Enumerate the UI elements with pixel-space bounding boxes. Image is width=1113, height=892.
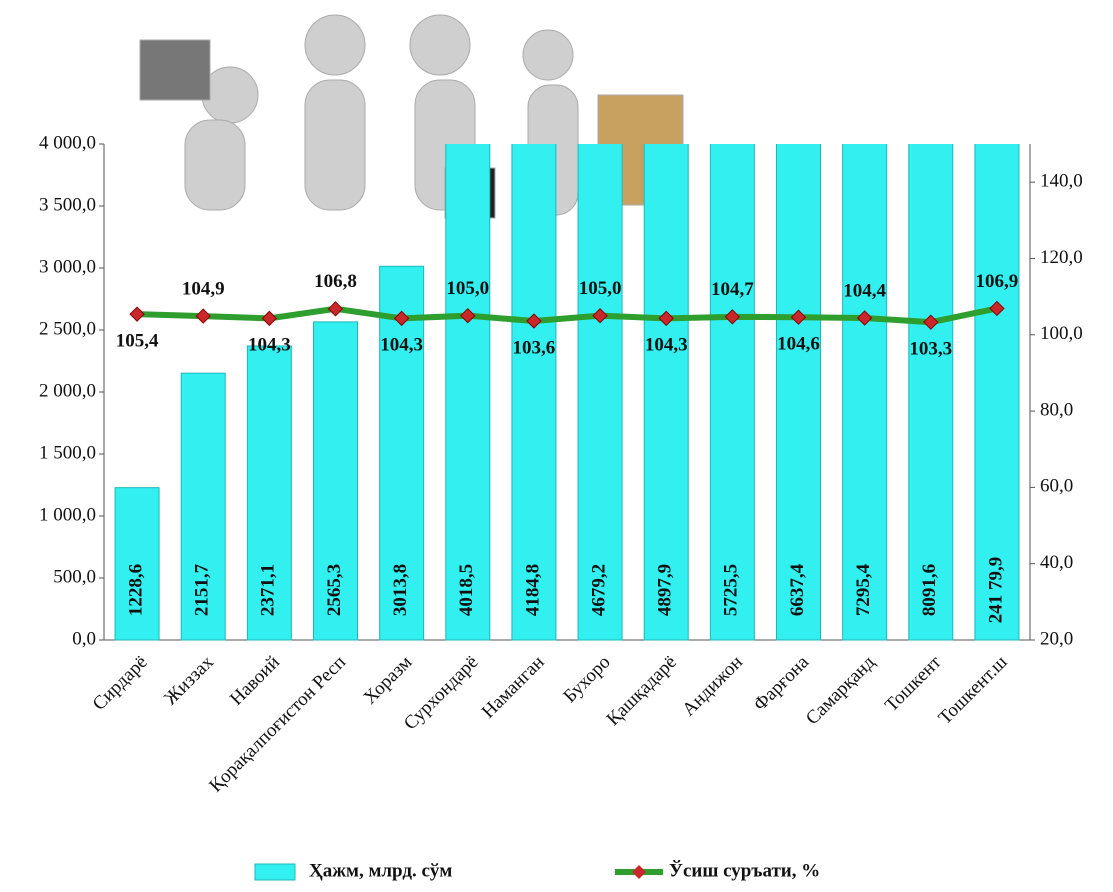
- line: [136, 305, 998, 326]
- point-label: 105,4: [116, 331, 159, 352]
- bar: [511, 144, 557, 641]
- y2-tick-label: 120,0: [1040, 247, 1083, 268]
- x-tick-label: Қорақалпоғистон Респ: [205, 652, 350, 797]
- x-tick-label: Наманган: [478, 652, 549, 723]
- marker: [460, 307, 476, 324]
- point-label: 104,6: [777, 334, 820, 355]
- y2-tick-label: 60,0: [1040, 476, 1073, 497]
- bar: [445, 144, 491, 641]
- marker: [923, 314, 939, 330]
- marker: [327, 301, 344, 317]
- y-tick-label: 1 500,0: [39, 442, 96, 463]
- marker: [592, 307, 608, 324]
- x-tick-label: Хоразм: [360, 652, 417, 709]
- point-label: 104,4: [843, 280, 886, 301]
- y-tick-label: 2 500,0: [39, 318, 96, 339]
- bar: [709, 144, 755, 641]
- point-label: 105,0: [579, 278, 622, 299]
- x-tick-label: Тошкент: [881, 651, 946, 716]
- legend-label: Ҳажм, млрд. сўм: [309, 860, 452, 881]
- legend-marker: [632, 865, 646, 879]
- legend-label: Ўсиш суръати, %: [669, 859, 820, 881]
- bar-label: 2565,3: [324, 564, 345, 616]
- point-label: 106,9: [976, 271, 1019, 292]
- marker: [393, 310, 410, 327]
- bar-label: 2371,1: [258, 564, 279, 616]
- bar: [776, 144, 821, 641]
- marker: [790, 309, 807, 325]
- marker: [526, 313, 542, 329]
- bar-label: 7295,4: [853, 563, 874, 616]
- bar-label: 3013,8: [390, 564, 411, 616]
- bar-label: 241 79,9: [985, 557, 1006, 624]
- bar: [114, 487, 160, 641]
- y-tick-label: 4 000,0: [39, 132, 96, 153]
- point-label: 103,3: [909, 339, 952, 360]
- bar: [246, 345, 292, 641]
- point-label: 104,9: [182, 278, 225, 299]
- point-label: 104,3: [645, 335, 688, 356]
- x-tick-label: Андижон: [678, 652, 747, 721]
- bar-label: 2151,7: [192, 563, 213, 616]
- bar-label: 4184,8: [522, 564, 543, 616]
- bar-label: 6637,4: [787, 563, 808, 616]
- y2-tick-label: 140,0: [1040, 171, 1083, 192]
- x-tick-label: Самарқанд: [802, 652, 880, 730]
- y-tick-label: 1 000,0: [39, 504, 96, 525]
- y-tick-label: 3 500,0: [39, 194, 96, 215]
- x-tick-label: Тошкент.ш: [935, 652, 1012, 729]
- bar: [180, 372, 226, 641]
- x-tick-label: Жиззах: [160, 651, 218, 709]
- bar: [313, 321, 358, 641]
- marker: [261, 310, 278, 327]
- bar: [577, 144, 623, 641]
- y2-tick-label: 40,0: [1040, 552, 1073, 573]
- bar-label: 8091,6: [919, 564, 940, 616]
- point-label: 104,7: [711, 279, 754, 300]
- y2-tick-label: 20,0: [1040, 628, 1073, 649]
- x-tick-label: Бухоро: [559, 652, 614, 707]
- bar: [908, 144, 954, 641]
- point-label: 104,3: [248, 335, 291, 356]
- point-label: 105,0: [446, 278, 489, 299]
- bar: [643, 144, 689, 641]
- legend-swatch: [254, 863, 296, 881]
- marker: [129, 306, 145, 322]
- bar-label: 4679,2: [588, 564, 609, 616]
- marker: [658, 310, 674, 327]
- x-tick-label: Навоий: [226, 652, 284, 710]
- marker: [989, 300, 1005, 317]
- y2-tick-label: 100,0: [1040, 323, 1083, 344]
- point-label: 104,3: [380, 335, 423, 356]
- y2-tick-label: 80,0: [1040, 399, 1073, 420]
- bar: [842, 144, 888, 641]
- point-label: 106,8: [314, 271, 357, 292]
- point-label: 103,6: [513, 337, 556, 358]
- bar-label: 5725,5: [721, 564, 742, 616]
- y-tick-label: 0,0: [72, 628, 96, 649]
- bar-label: 1228,6: [125, 564, 146, 616]
- y-tick-label: 3 000,0: [39, 256, 96, 277]
- bar: [974, 144, 1020, 641]
- y-tick-label: 2 000,0: [39, 380, 96, 401]
- bar-label: 4018,5: [456, 564, 477, 616]
- marker: [195, 308, 211, 324]
- bar-label: 4897,9: [655, 564, 676, 616]
- x-tick-label: Фарғона: [750, 651, 814, 715]
- marker: [724, 309, 741, 325]
- plot-area: [114, 144, 1020, 641]
- marker: [856, 310, 873, 326]
- x-tick-label: Сирдарё: [89, 652, 152, 715]
- y-tick-label: 500,0: [53, 566, 96, 587]
- legend: Ҳажм, млрд. сўм Ўсиш суръати, %: [254, 859, 820, 881]
- x-tick-label: Қашқадарё: [603, 652, 681, 730]
- bar: [379, 265, 425, 641]
